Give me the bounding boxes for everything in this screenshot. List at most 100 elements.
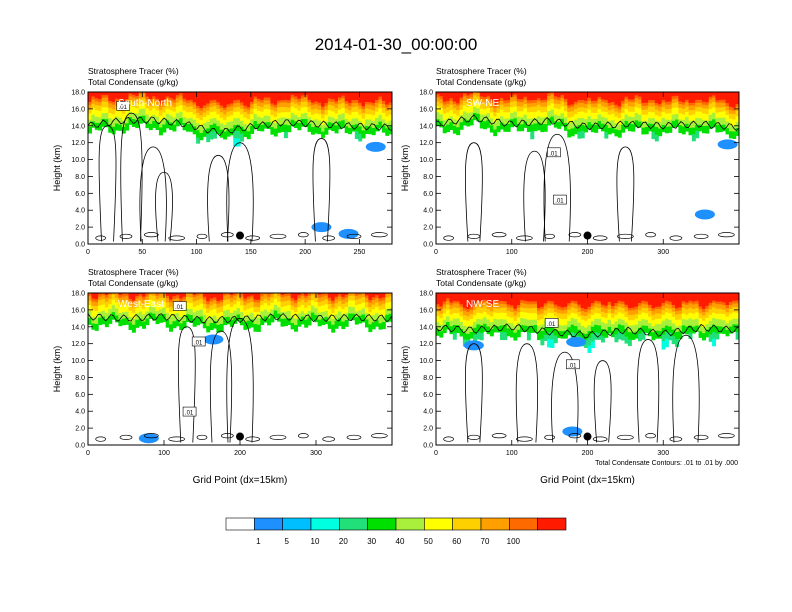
condensate-contour	[718, 232, 735, 238]
panel-label: West-East	[118, 299, 164, 310]
condensate-contour	[516, 436, 533, 442]
condensate-contour	[98, 125, 117, 242]
colorbar-label: 5	[284, 537, 289, 546]
condensate-contour	[88, 312, 392, 324]
condensate-contour	[226, 317, 254, 443]
condensate-contour	[370, 232, 388, 238]
condensate-contour	[491, 433, 507, 439]
contour-label: .01	[549, 151, 558, 157]
condensate-contour	[693, 233, 709, 239]
x-tick-label: 200	[582, 249, 594, 256]
colorbar: 1 5 10 20 30 40 50 60 70 100	[225, 517, 567, 546]
colorbar-swatch	[424, 517, 453, 531]
condensate-contour	[669, 436, 683, 442]
condensate-contour	[523, 150, 546, 242]
x-axis-label: Grid Point (dx=15km)	[193, 475, 288, 486]
x-tick-label: 200	[299, 249, 311, 256]
panel-3: .01 .01 .01 West-East 0.0 2.0 4.0 6.0 8.0 10.0 12.…	[52, 267, 393, 486]
y-tick-label: 12.0	[71, 140, 85, 147]
tracer-patch	[566, 336, 587, 347]
condensate-contour	[693, 434, 709, 440]
x-tick-label: 300	[657, 450, 669, 457]
x-tick-label: 100	[158, 450, 170, 457]
contour-label-box	[544, 318, 559, 328]
condensate-contour	[467, 233, 481, 239]
colorbar-swatch	[509, 517, 538, 531]
colorbar-swatch	[537, 517, 567, 531]
tracer-field	[436, 293, 739, 445]
y-tick-label: 12.0	[71, 341, 85, 348]
contour-footnote: Total Condensate Contours: .01 to .01 by…	[595, 460, 738, 467]
colorbar-label: 60	[452, 537, 461, 546]
condensate-contour	[88, 116, 392, 137]
y-tick-label: 14.0	[419, 123, 433, 130]
y-tick-label: 0.0	[423, 443, 433, 450]
colorbar-label: 40	[396, 537, 405, 546]
x-tick-label: 50	[138, 249, 146, 256]
tracer-field	[88, 293, 392, 445]
y-tick-label: 16.0	[419, 307, 433, 314]
condensate-contour	[464, 343, 483, 443]
y-axis-label: Height (km)	[400, 145, 410, 192]
x-tick-label: 250	[354, 249, 366, 256]
contour-label-box	[566, 359, 580, 370]
colorbar-swatch	[225, 517, 255, 531]
condensate-contour	[515, 343, 539, 443]
tracer-patch	[311, 222, 332, 233]
condensate-contour	[443, 235, 454, 241]
condensate-contour	[467, 434, 481, 440]
y-tick-label: 14.0	[71, 123, 85, 130]
x-tick-label: 100	[191, 249, 203, 256]
x-tick-label: 100	[506, 450, 518, 457]
y-tick-label: 12.0	[419, 140, 433, 147]
condensate-contour	[370, 433, 388, 439]
y-tick-label: 8.0	[75, 174, 85, 181]
condensate-contour	[436, 114, 739, 132]
location-marker	[583, 231, 592, 240]
tracer-patch	[694, 209, 715, 220]
location-marker	[236, 231, 244, 240]
colorbar-label: 20	[339, 537, 348, 546]
y-tick-label: 14.0	[419, 324, 433, 331]
y-tick-label: 4.0	[75, 409, 85, 416]
condensate-contour	[196, 434, 208, 440]
y-tick-label: 6.0	[75, 191, 85, 198]
condensate-contour	[220, 232, 234, 238]
y-tick-label: 0.0	[423, 242, 433, 249]
y-tick-label: 4.0	[423, 409, 433, 416]
x-tick-label: 0	[434, 450, 438, 457]
y-tick-label: 8.0	[423, 174, 433, 181]
y-axis-label: Height (km)	[52, 346, 62, 393]
x-tick-label: 0	[86, 249, 90, 256]
x-tick-label: 0	[86, 450, 90, 457]
panel-title-2: Total Condensate (g/kg)	[436, 77, 526, 87]
condensate-contour	[464, 142, 483, 242]
y-tick-label: 6.0	[423, 392, 433, 399]
colorbar-swatch	[452, 517, 482, 531]
condensate-contour	[645, 433, 656, 439]
contour-label-box	[547, 147, 561, 158]
tracer-patch	[138, 433, 159, 444]
panel-title-2: Total Condensate (g/kg)	[88, 77, 178, 87]
condensate-contour	[269, 233, 287, 239]
colorbar-swatch	[310, 517, 340, 531]
contour-label-box	[172, 301, 187, 311]
condensate-contour	[516, 235, 533, 241]
condensate-contour	[119, 233, 133, 239]
x-tick-label: 150	[245, 249, 257, 256]
y-axis-label: Height (km)	[400, 346, 410, 393]
condensate-contour	[617, 233, 634, 239]
colorbar-swatch	[395, 517, 425, 531]
y-tick-label: 2.0	[75, 225, 85, 232]
panel-title-1: Stratosphere Tracer (%)	[88, 66, 179, 76]
condensate-contour	[139, 146, 167, 242]
condensate-contour	[543, 133, 571, 242]
panel-2: .01 .01 SW-NE 0.0 2.0 4.0 6.0 8.0 10.0 12.0 14.0 16…	[400, 66, 740, 256]
tracer-patch	[365, 141, 386, 152]
colorbar-label: 1	[256, 537, 261, 546]
condensate-contour	[297, 433, 309, 439]
x-tick-label: 300	[657, 249, 669, 256]
condensate-contour	[119, 434, 133, 440]
panel-label: South-North	[118, 98, 172, 109]
condensate-contour	[245, 436, 261, 442]
